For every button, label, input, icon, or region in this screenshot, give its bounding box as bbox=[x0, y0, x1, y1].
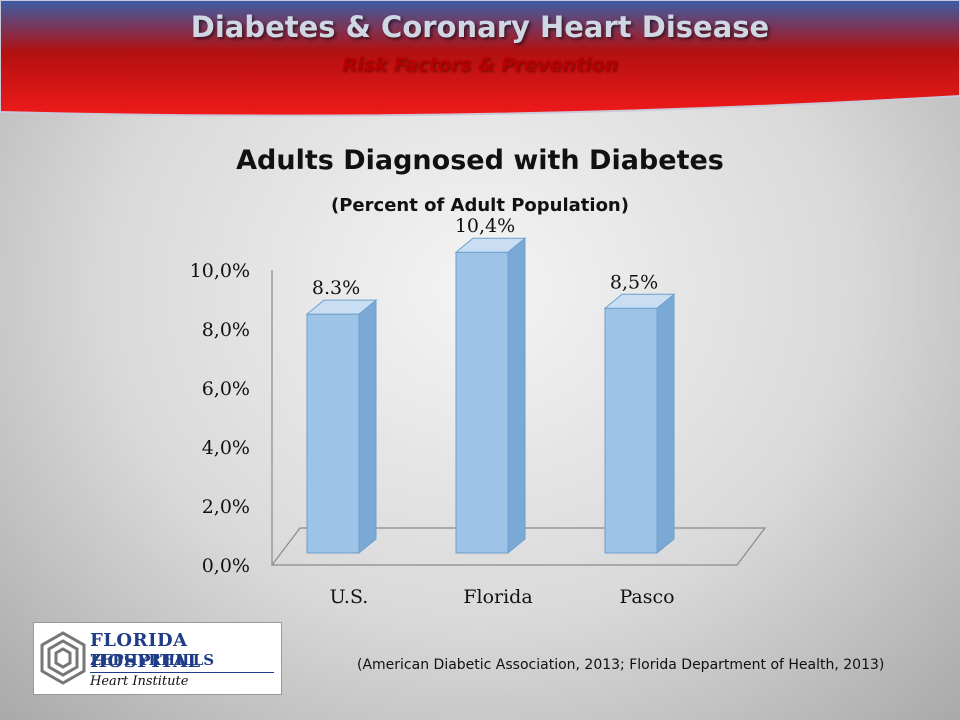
banner-title: Diabetes & Coronary Heart Disease bbox=[190, 10, 770, 44]
banner-subtitle: Risk Factors & Prevention bbox=[342, 54, 618, 76]
x-category-label: Pasco bbox=[619, 586, 674, 608]
bar-side bbox=[358, 299, 377, 555]
bar bbox=[306, 313, 360, 554]
y-tick-label: 6,0% bbox=[202, 378, 250, 400]
data-label: 8,5% bbox=[610, 271, 658, 293]
bar-side bbox=[507, 237, 526, 555]
data-label: 10,4% bbox=[455, 215, 515, 237]
bar-top bbox=[305, 299, 378, 315]
y-tick-label: 10,0% bbox=[190, 260, 250, 282]
chart-title: Adults Diagnosed with Diabetes bbox=[236, 145, 724, 176]
x-category-label: U.S. bbox=[330, 586, 369, 608]
bar-top bbox=[603, 293, 676, 309]
bar-side bbox=[656, 293, 675, 555]
x-category-label: Florida bbox=[463, 586, 532, 608]
logo-text-location: ZEPHYRHILLS bbox=[90, 651, 215, 669]
bar bbox=[604, 307, 658, 554]
hospital-emblem-icon bbox=[40, 631, 86, 685]
logo-divider bbox=[90, 672, 274, 673]
y-tick-label: 8,0% bbox=[202, 319, 250, 341]
floor-plane bbox=[270, 527, 767, 566]
source-citation: (American Diabetic Association, 2013; Fl… bbox=[357, 657, 885, 673]
hospital-logo: FLORIDA HOSPITAL ZEPHYRHILLS Heart Insti… bbox=[33, 622, 282, 695]
bar-top bbox=[454, 237, 527, 253]
chart-subtitle: (Percent of Adult Population) bbox=[331, 195, 629, 216]
title-banner: Diabetes & Coronary Heart Disease Risk F… bbox=[0, 0, 960, 118]
y-tick-label: 0,0% bbox=[202, 555, 250, 577]
data-label: 8.3% bbox=[312, 277, 360, 299]
bar bbox=[455, 251, 509, 554]
logo-text-hospital: FLORIDA HOSPITAL bbox=[90, 630, 201, 672]
y-tick-label: 2,0% bbox=[202, 496, 250, 518]
banner-background bbox=[0, 0, 960, 117]
logo-text-institute: Heart Institute bbox=[90, 674, 189, 689]
y-tick-label: 4,0% bbox=[202, 437, 250, 459]
